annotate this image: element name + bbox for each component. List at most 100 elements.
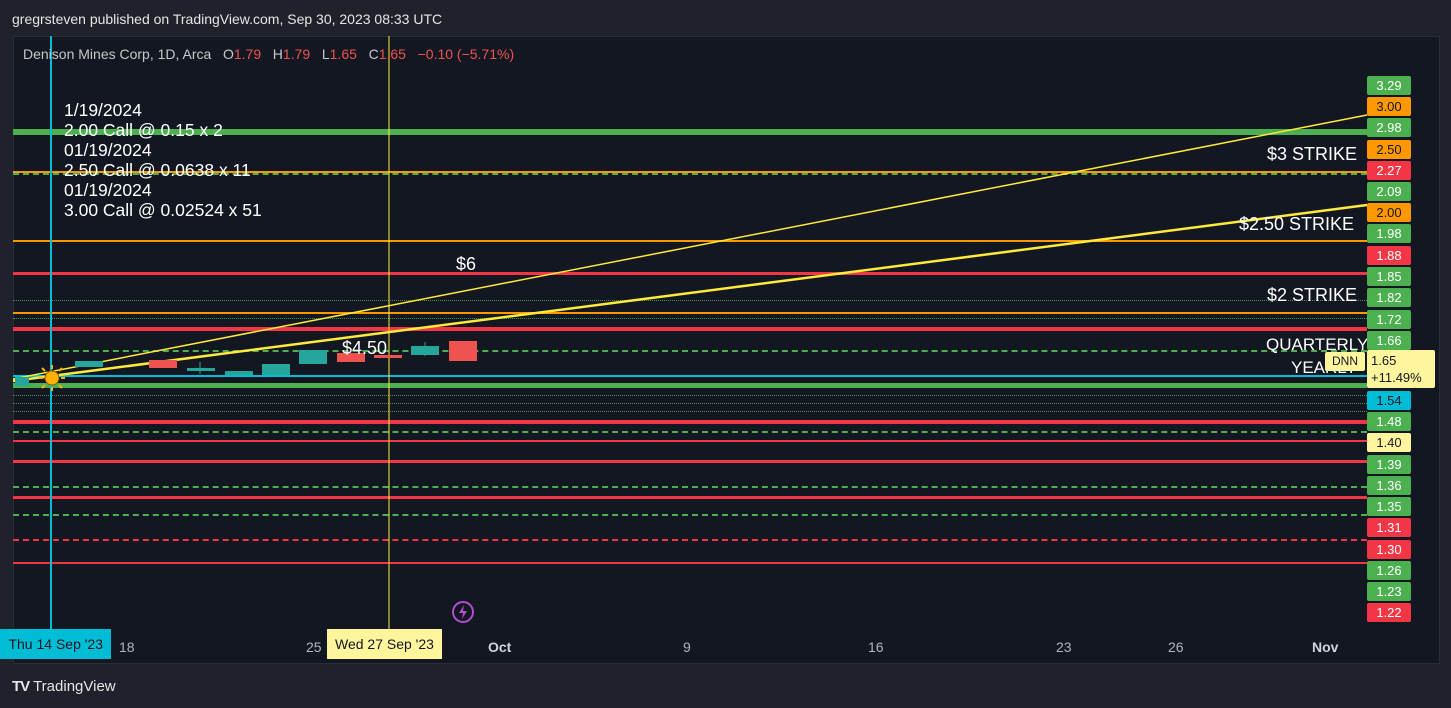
time-tick: 26 — [1168, 639, 1184, 655]
time-tick: 18 — [119, 639, 135, 655]
publish-line: gregrsteven published on TradingView.com… — [12, 11, 443, 27]
high-value: 1.79 — [282, 46, 311, 62]
candle — [75, 361, 103, 367]
level-line-126[interactable] — [13, 562, 1367, 564]
price-badge: 1.54 — [1367, 391, 1411, 410]
time-tick: 25 — [306, 639, 322, 655]
low-label: L — [321, 46, 330, 62]
candle — [262, 364, 290, 375]
last-price: 1.65 — [1371, 353, 1397, 368]
price-badge: 1.88 — [1367, 246, 1411, 265]
date-tag-right: Wed 27 Sep '23 — [327, 629, 442, 659]
level-line-131[interactable] — [13, 514, 1367, 516]
price-badge: 1.72 — [1367, 310, 1411, 329]
strike250-label[interactable]: $2.50 STRIKE — [1239, 214, 1355, 234]
last-change: +11.49% — [1371, 370, 1422, 385]
note-line: 2.50 Call @ 0.0638 x 11 — [64, 160, 251, 180]
price-badge: 1.85 — [1367, 267, 1411, 286]
high-label: H — [272, 46, 283, 62]
level-line-170[interactable] — [13, 327, 1367, 331]
price-badge: 1.82 — [1367, 288, 1411, 307]
candle — [411, 346, 439, 355]
six-dollar-label[interactable]: $6 — [456, 254, 477, 274]
level-line-185[interactable] — [13, 300, 1367, 301]
level-line-182[interactable] — [13, 312, 1367, 314]
level-line-130[interactable] — [13, 539, 1367, 541]
price-badge: 1.35 — [1367, 497, 1411, 516]
price-badge: 1.23 — [1367, 582, 1411, 601]
level-line-140[interactable] — [13, 440, 1367, 442]
open-value: 1.79 — [233, 46, 262, 62]
price-badge: 2.50 — [1367, 140, 1411, 159]
note-line: 2.00 Call @ 0.15 x 2 — [64, 120, 223, 140]
level-line-298[interactable] — [13, 129, 1367, 135]
level-line-166[interactable] — [13, 350, 1367, 352]
price-badge: 1.98 — [1367, 224, 1411, 243]
candle — [187, 368, 215, 371]
price-badge: 1.22 — [1367, 603, 1411, 622]
tradingview-logo-icon: TV — [12, 678, 30, 695]
close-label: C — [368, 46, 379, 62]
open-label: O — [222, 46, 234, 62]
price-badge: 1.36 — [1367, 476, 1411, 495]
level-line-143[interactable] — [13, 431, 1367, 433]
time-axis[interactable]: 18 25 Oct 9 16 23 26 Nov — [13, 629, 1367, 662]
level-line-200[interactable] — [13, 240, 1367, 242]
strike2-label[interactable]: $2 STRIKE — [1267, 285, 1358, 305]
time-tick: Oct — [488, 639, 512, 655]
price-badge: 1.30 — [1367, 540, 1411, 559]
strike3-label[interactable]: $3 STRIKE — [1267, 144, 1358, 164]
publish-header: gregrsteven published on TradingView.com… — [0, 0, 1451, 36]
four50-label[interactable]: $4.50 — [342, 338, 388, 358]
price-badge: 1.26 — [1367, 561, 1411, 580]
price-badge: 2.98 — [1367, 118, 1411, 137]
note-line: 3.00 Call @ 0.02524 x 51 — [64, 200, 262, 220]
note-line: 01/19/2024 — [64, 140, 152, 160]
level-line-136[interactable] — [13, 486, 1367, 488]
level-line-227[interactable] — [13, 173, 1367, 175]
note-line: 01/19/2024 — [64, 180, 152, 200]
level-line-148[interactable] — [13, 395, 1367, 396]
level-line-147[interactable] — [13, 403, 1367, 404]
level-line-188[interactable] — [13, 272, 1367, 275]
brand-footer: TV TradingView — [12, 678, 116, 695]
change-value: −0.10 (−5.71%) — [417, 46, 515, 62]
trendline-upper — [12, 114, 1368, 380]
price-badge: 1.48 — [1367, 412, 1411, 431]
price-badge: 1.40 — [1367, 433, 1411, 452]
note-line: 1/19/2024 — [64, 100, 142, 120]
candle — [337, 353, 365, 362]
candle — [15, 377, 29, 386]
candle — [449, 341, 477, 361]
time-tick: 23 — [1056, 639, 1072, 655]
sun-icon[interactable] — [38, 364, 66, 392]
options-note[interactable]: 1/19/2024 2.00 Call @ 0.15 x 2 01/19/202… — [64, 100, 262, 220]
trendline-lower — [12, 203, 1368, 383]
price-badge: 1.31 — [1367, 518, 1411, 537]
price-badge: 2.00 — [1367, 203, 1411, 222]
candle — [374, 355, 402, 358]
date-tag-left: Thu 14 Sep '23 — [0, 629, 111, 659]
level-line-146[interactable] — [13, 411, 1367, 412]
quarterly-label[interactable]: QUARTERLY — [1266, 335, 1369, 354]
level-line-135[interactable] — [13, 496, 1367, 499]
time-tick: Nov — [1312, 639, 1339, 655]
close-value: 1.65 — [378, 46, 406, 62]
time-tick: 9 — [683, 639, 691, 655]
level-line-250[interactable] — [13, 171, 1367, 173]
level-line-152[interactable] — [13, 383, 1367, 388]
level-line-154[interactable] — [13, 375, 1367, 377]
candle — [149, 360, 177, 368]
symbol-name: Denison Mines Corp, 1D, Arca — [23, 46, 212, 62]
ticker-badge: DNN — [1325, 352, 1365, 371]
time-tick: 16 — [868, 639, 884, 655]
symbol-legend[interactable]: Denison Mines Corp, 1D, Arca O1.79 H1.79… — [23, 46, 514, 62]
price-badge: 3.00 — [1367, 97, 1411, 116]
price-badge: 2.27 — [1367, 161, 1411, 180]
level-line-172[interactable] — [13, 318, 1367, 319]
level-line-145[interactable] — [13, 420, 1367, 424]
level-line-139[interactable] — [13, 460, 1367, 463]
price-badge: 1.39 — [1367, 455, 1411, 474]
lightning-icon[interactable] — [451, 600, 475, 624]
